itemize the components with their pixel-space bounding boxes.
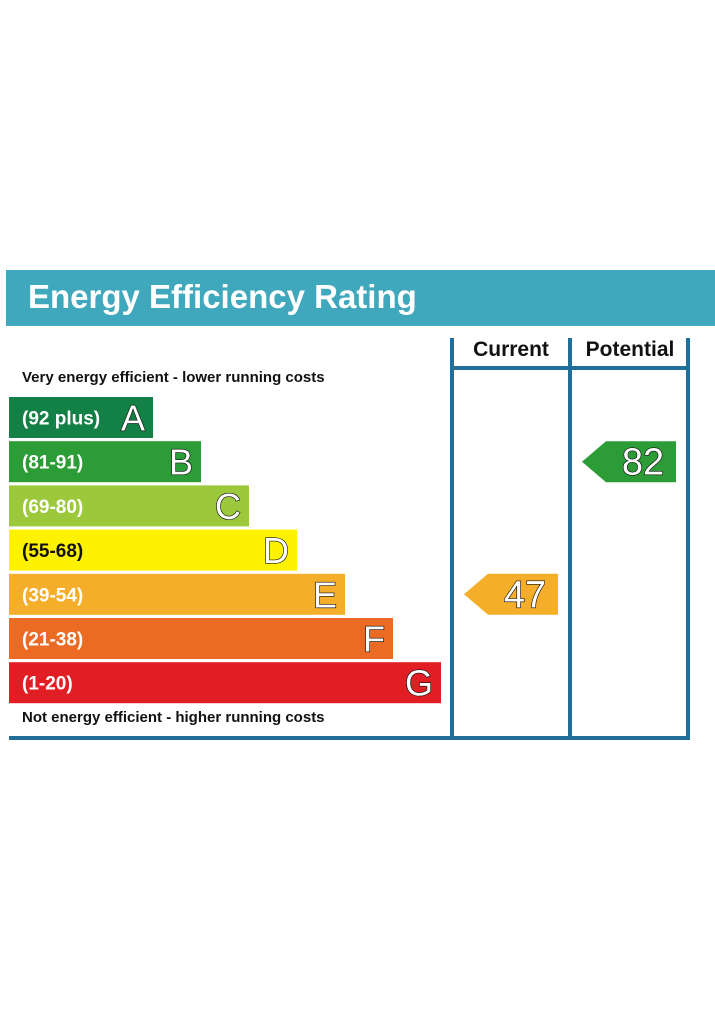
band-a-bar (9, 397, 153, 438)
band-b-letter: B (169, 442, 193, 483)
potential-rating-value: 82 (622, 442, 664, 484)
current-rating-arrow (464, 573, 558, 615)
band-b-bar (9, 441, 201, 483)
band-g-bar (9, 662, 441, 704)
band-g-range: (1-20) (22, 674, 73, 695)
band-d-bar (9, 529, 297, 571)
band-c-bar (9, 485, 249, 527)
top-note: Very energy efficient - lower running co… (22, 369, 325, 386)
band-d-range: (55-68) (22, 541, 83, 562)
band-e-range: (39-54) (22, 585, 83, 606)
chart-title: Energy Efficiency Rating (28, 278, 417, 315)
band-f-range: (21-38) (22, 630, 83, 651)
band-b-range: (81-91) (22, 453, 83, 474)
band-e-bar (9, 573, 345, 615)
band-c-letter: C (215, 486, 241, 527)
column-header-current: Current (473, 338, 549, 361)
band-d-letter: D (263, 530, 289, 571)
title-bar: Energy Efficiency Rating (6, 270, 715, 326)
band-f-bar (9, 618, 393, 659)
current-rating-value: 47 (504, 574, 546, 616)
bottom-note: Not energy efficient - higher running co… (22, 709, 325, 726)
potential-rating-arrow (582, 441, 676, 483)
band-c-range: (69-80) (22, 497, 83, 518)
band-a-range: (92 plus) (22, 409, 100, 430)
column-header-potential: Potential (585, 338, 675, 361)
band-g-letter: G (405, 663, 433, 704)
band-e-letter: E (313, 574, 337, 615)
band-a-letter: A (121, 398, 145, 439)
band-f-letter: F (363, 619, 385, 660)
